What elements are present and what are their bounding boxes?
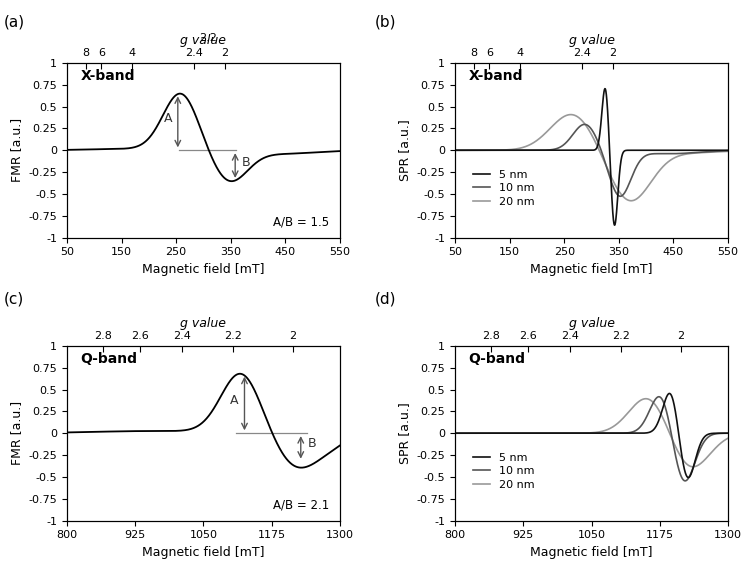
Text: 2.2: 2.2 [199, 34, 217, 43]
Legend: 5 nm, 10 nm, 20 nm: 5 nm, 10 nm, 20 nm [469, 165, 539, 211]
Text: (b): (b) [375, 14, 397, 29]
X-axis label: g value: g value [568, 317, 614, 330]
Text: X-band: X-band [469, 69, 523, 84]
Text: B: B [308, 438, 316, 450]
Text: A: A [230, 394, 238, 407]
X-axis label: g value: g value [568, 34, 614, 47]
X-axis label: g value: g value [181, 317, 227, 330]
Y-axis label: SPR [a.u.]: SPR [a.u.] [398, 120, 411, 181]
X-axis label: Magnetic field [mT]: Magnetic field [mT] [531, 263, 653, 276]
Text: A/B = 1.5: A/B = 1.5 [273, 215, 329, 228]
Text: B: B [241, 156, 250, 169]
X-axis label: Magnetic field [mT]: Magnetic field [mT] [531, 546, 653, 559]
Y-axis label: FMR [a.u.]: FMR [a.u.] [10, 118, 23, 182]
Text: (d): (d) [375, 292, 397, 307]
X-axis label: Magnetic field [mT]: Magnetic field [mT] [142, 546, 265, 559]
Text: (c): (c) [4, 292, 24, 307]
Text: A/B = 2.1: A/B = 2.1 [273, 498, 329, 511]
Legend: 5 nm, 10 nm, 20 nm: 5 nm, 10 nm, 20 nm [469, 448, 539, 494]
Y-axis label: FMR [a.u.]: FMR [a.u.] [10, 401, 23, 465]
X-axis label: g value: g value [181, 34, 227, 47]
Text: Q-band: Q-band [80, 352, 137, 366]
Text: (a): (a) [4, 14, 25, 29]
Y-axis label: SPR [a.u.]: SPR [a.u.] [398, 402, 411, 464]
Text: X-band: X-band [80, 69, 135, 84]
X-axis label: Magnetic field [mT]: Magnetic field [mT] [142, 263, 265, 276]
Text: Q-band: Q-band [469, 352, 525, 366]
Text: A: A [164, 112, 172, 125]
